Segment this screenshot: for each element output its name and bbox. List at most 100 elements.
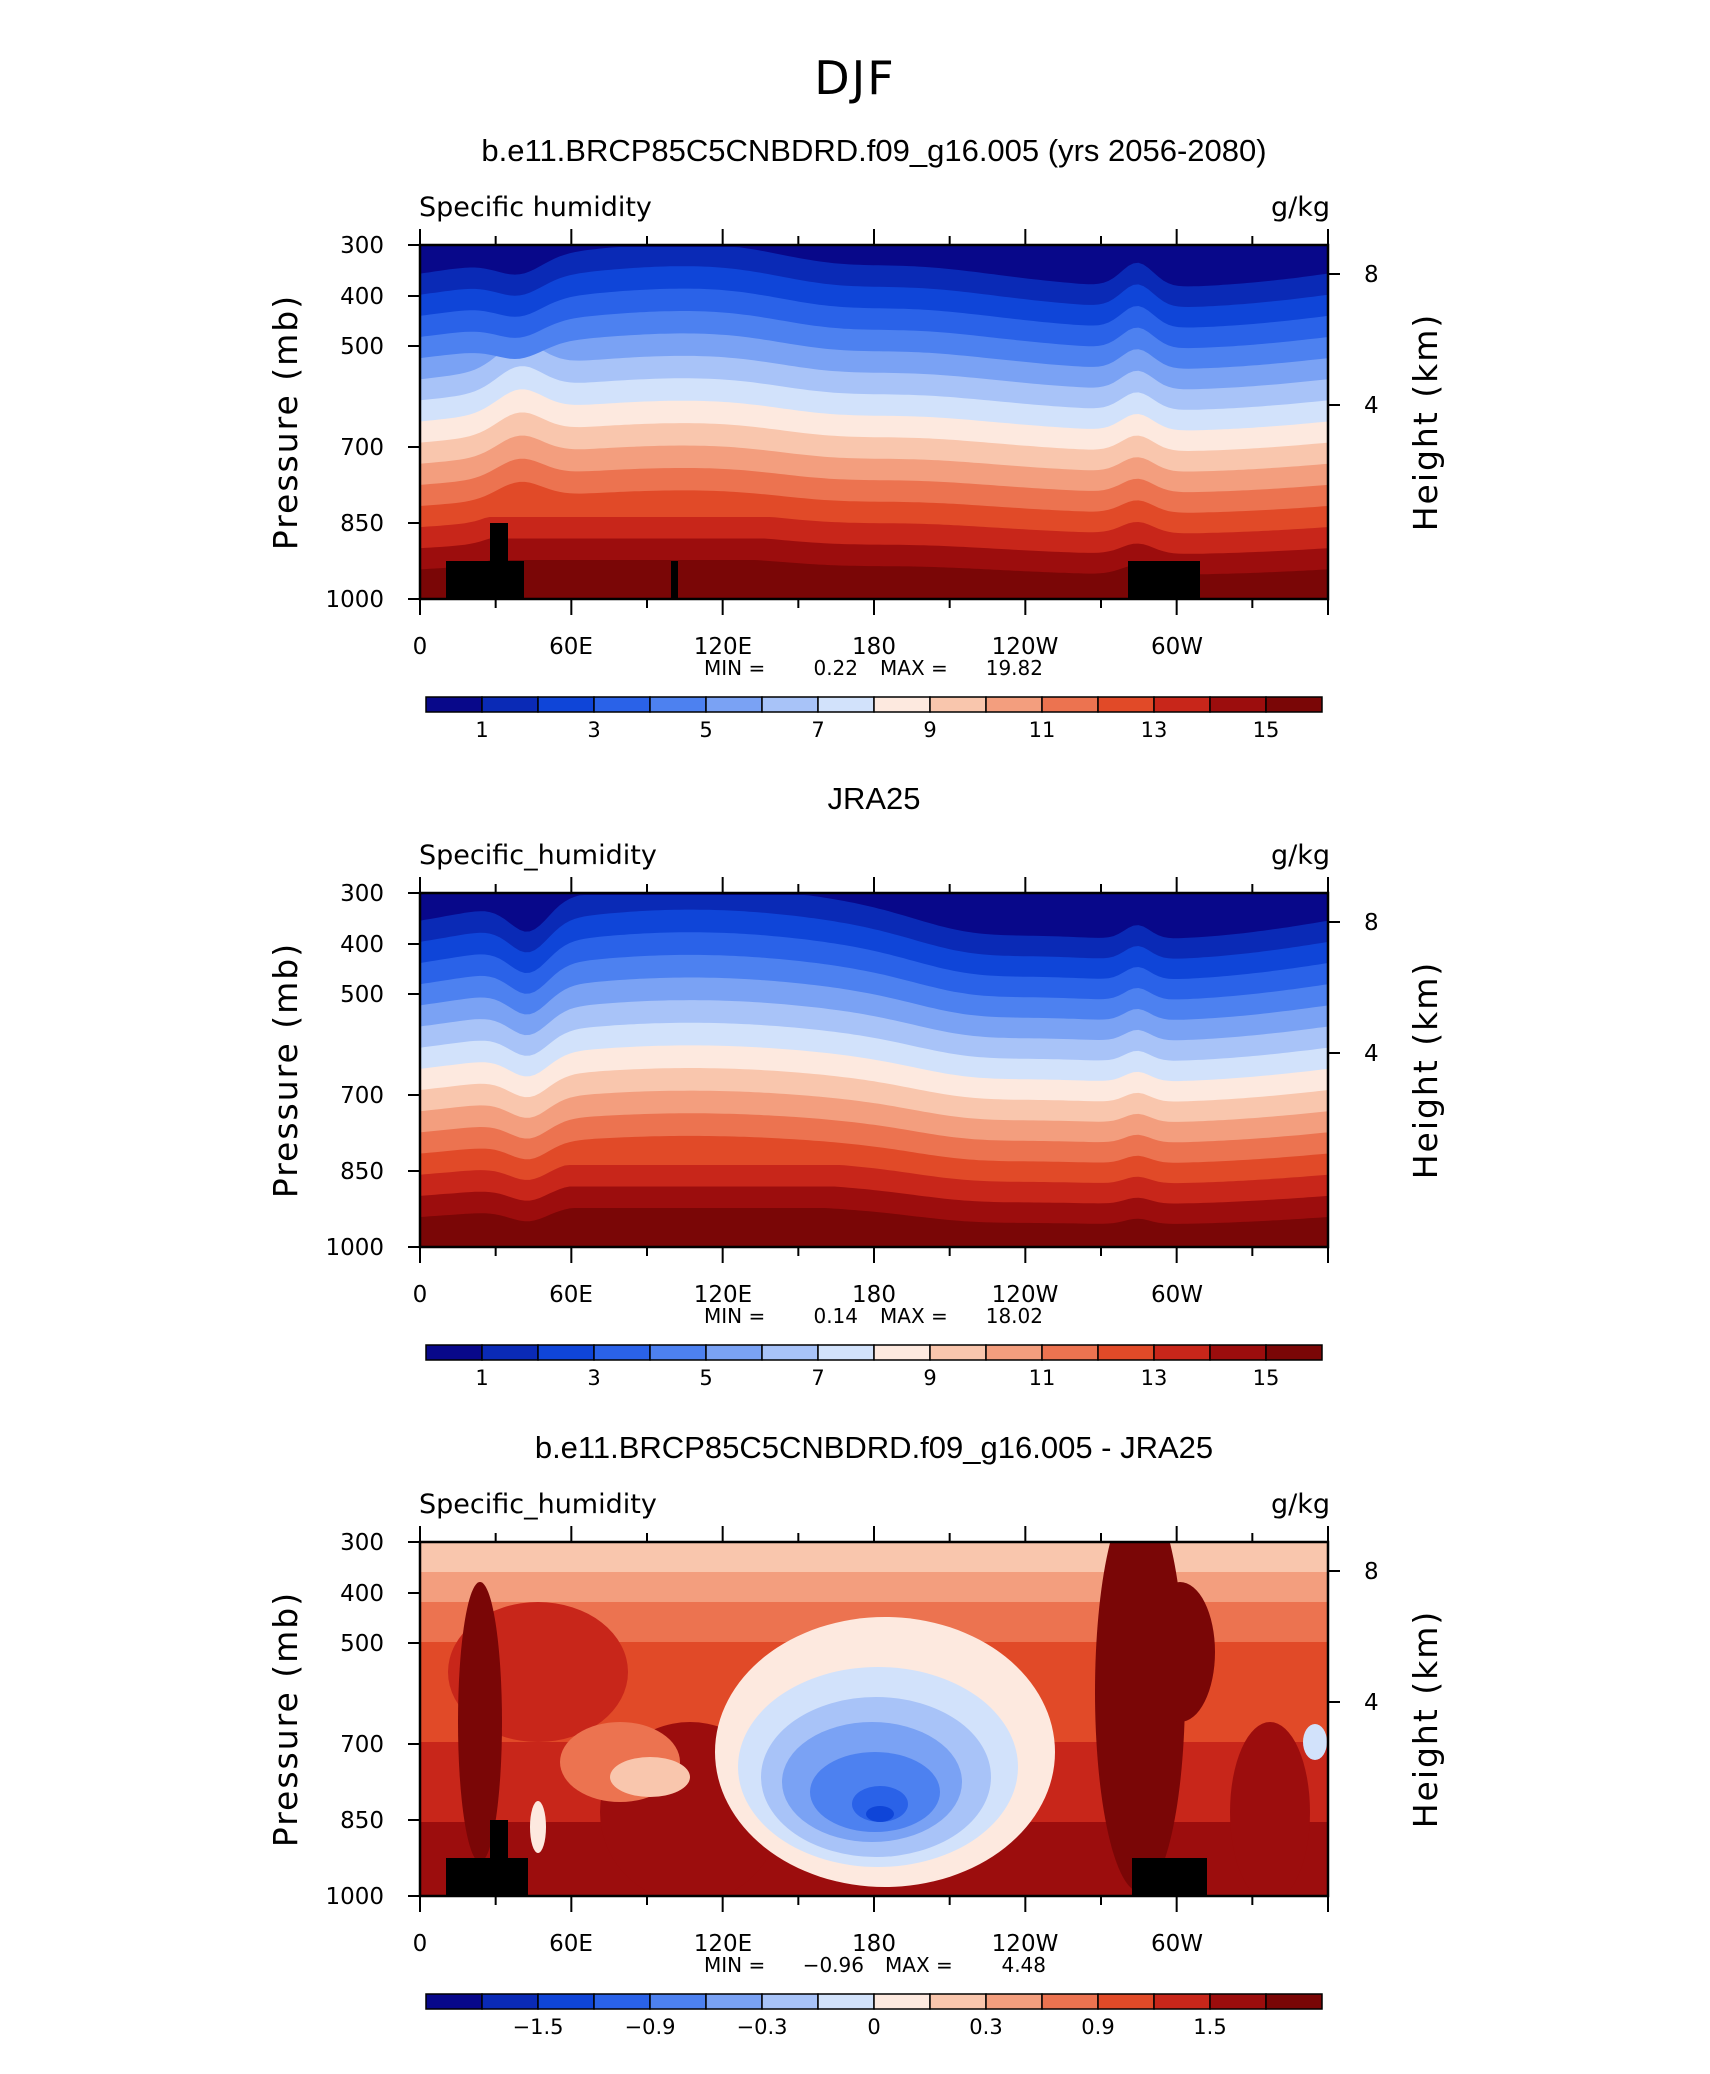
- colorbar-cell: [873, 1993, 931, 2010]
- colorbar-label: 11: [1029, 1366, 1056, 1390]
- panel-title: JRA25: [827, 781, 920, 816]
- colorbar-label: 11: [1029, 718, 1056, 742]
- colorbar-cell: [817, 1344, 875, 1361]
- colorbar-cell: [1041, 1344, 1099, 1361]
- variable-label: Specific_humidity: [419, 1489, 657, 1520]
- x-tick-label: 60E: [549, 1931, 593, 1957]
- colorbar-cell: [985, 1993, 1043, 2010]
- y-tick-label: 400: [340, 932, 384, 958]
- colorbar-cell: [1153, 1993, 1211, 2010]
- x-axis: 0 60E 120E 180 120W 60W: [413, 1526, 1329, 1957]
- terrain-block: [446, 561, 524, 599]
- colorbar-cell: [649, 696, 707, 713]
- min-value: 0.22: [813, 656, 858, 680]
- min-value: −0.96: [803, 1953, 864, 1977]
- panel-title: b.e11.BRCP85C5CNBDRD.f09_g16.005 (yrs 20…: [481, 133, 1266, 168]
- figure-title: DJF: [814, 51, 895, 105]
- colorbar-label: 15: [1253, 718, 1280, 742]
- contour-band: [866, 1806, 894, 1822]
- colorbar-cell: [985, 1344, 1043, 1361]
- colorbar-cell: [929, 1993, 987, 2010]
- height-axis: 8 4 Height (km): [1328, 910, 1445, 1179]
- height-tick-label: 8: [1364, 910, 1379, 936]
- y-tick-label: 1000: [325, 1884, 384, 1910]
- y-tick-label: 1000: [325, 1235, 384, 1261]
- x-tick-label: 0: [413, 1931, 428, 1957]
- colorbar-cell: [1041, 696, 1099, 713]
- colorbar-cell: [761, 1344, 819, 1361]
- x-tick-label: 120W: [992, 1282, 1059, 1308]
- colorbar-label: 0.3: [969, 2015, 1002, 2039]
- contour-band: [1145, 1582, 1215, 1722]
- colorbar-cell: [1209, 1993, 1267, 2010]
- contour-field: [420, 893, 1328, 1247]
- panel-title: b.e11.BRCP85C5CNBDRD.f09_g16.005 - JRA25: [535, 1430, 1213, 1465]
- y-tick-label: 500: [340, 334, 384, 360]
- colorbar-label: 7: [811, 1366, 824, 1390]
- x-tick-label: 60W: [1151, 1931, 1203, 1957]
- contour-field: [420, 1542, 1328, 1896]
- x-tick-label: 120W: [992, 1931, 1059, 1957]
- height-tick-label: 8: [1364, 1559, 1379, 1585]
- colorbar-cell: [817, 1993, 875, 2010]
- colorbar-label: 0.9: [1081, 2015, 1114, 2039]
- colorbar-cell: [761, 696, 819, 713]
- colorbar-cell: [1097, 696, 1155, 713]
- max-label: MAX =: [880, 1304, 948, 1328]
- colorbar-cell: [425, 1344, 483, 1361]
- min-max-readout: MIN = 0.14 MAX = 18.02: [704, 1304, 1043, 1328]
- colorbar-cell: [705, 1993, 763, 2010]
- max-value: 4.48: [1001, 1953, 1046, 1977]
- colorbar-cell: [481, 696, 539, 713]
- y-tick-label: 400: [340, 284, 384, 310]
- y-tick-label: 500: [340, 982, 384, 1008]
- colorbar-cell: [1265, 1993, 1323, 2010]
- colorbar: 1 3 5 7 9 11 13 15: [425, 696, 1323, 742]
- colorbar-cell: [1097, 1344, 1155, 1361]
- colorbar-label: 0: [867, 2015, 880, 2039]
- colorbar-cell: [537, 1993, 595, 2010]
- y-axis: 300 400 500 700 850 1000 Pressure (mb): [266, 233, 420, 613]
- max-label: MAX =: [885, 1953, 953, 1977]
- colorbar-label: 13: [1141, 718, 1168, 742]
- x-tick-label: 180: [852, 1282, 896, 1308]
- min-label: MIN =: [704, 656, 765, 680]
- colorbar-label: 5: [699, 1366, 712, 1390]
- y-tick-label: 300: [340, 881, 384, 907]
- min-label: MIN =: [704, 1304, 765, 1328]
- terrain-mask: [446, 523, 1200, 599]
- contour-band: [420, 245, 1328, 287]
- min-max-readout: MIN = −0.96 MAX = 4.48: [704, 1953, 1046, 1977]
- y-tick-label: 700: [340, 435, 384, 461]
- min-value: 0.14: [813, 1304, 858, 1328]
- colorbar-cell: [705, 1344, 763, 1361]
- y-tick-label: 300: [340, 1530, 384, 1556]
- panel-model: b.e11.BRCP85C5CNBDRD.f09_g16.005 (yrs 20…: [266, 133, 1445, 742]
- y-axis-title: Pressure (mb): [266, 294, 305, 550]
- height-axis-title: Height (km): [1406, 313, 1445, 532]
- colorbar-cell: [929, 696, 987, 713]
- colorbar-cell: [1097, 1993, 1155, 2010]
- colorbar-label: 3: [587, 718, 600, 742]
- max-value: 18.02: [986, 1304, 1043, 1328]
- units-label: g/kg: [1271, 840, 1330, 871]
- colorbar-label: 1: [475, 1366, 488, 1390]
- max-label: MAX =: [880, 656, 948, 680]
- contour-band: [610, 1757, 690, 1797]
- contour-band: [1230, 1722, 1310, 1896]
- x-tick-label: 120E: [694, 1282, 752, 1308]
- contour-field: [420, 245, 1328, 599]
- colorbar-cell: [1209, 1344, 1267, 1361]
- colorbar-cell: [425, 1993, 483, 2010]
- y-axis-title: Pressure (mb): [266, 1591, 305, 1847]
- panel-obs: JRA25 Specific_humidity g/kg 0 60E 120E …: [266, 781, 1445, 1390]
- y-tick-label: 850: [340, 1808, 384, 1834]
- colorbar-cell: [425, 696, 483, 713]
- colorbar-cell: [649, 1344, 707, 1361]
- panel-difference: b.e11.BRCP85C5CNBDRD.f09_g16.005 - JRA25…: [266, 1430, 1445, 2039]
- terrain-mask: [446, 1820, 1207, 1896]
- colorbar: 1 3 5 7 9 11 13 15: [425, 1344, 1323, 1390]
- terrain-block: [671, 561, 678, 599]
- y-axis: 300 400 500 700 850 1000 Pressure (mb): [266, 1530, 420, 1910]
- contour-band: [1303, 1724, 1327, 1760]
